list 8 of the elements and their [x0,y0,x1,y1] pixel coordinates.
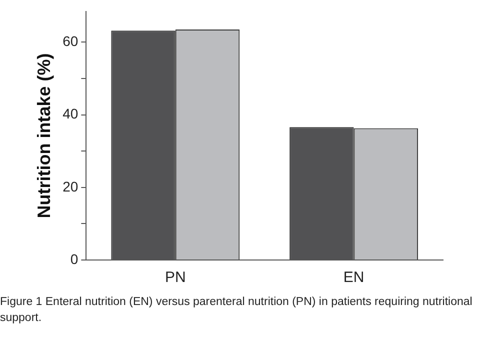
y-tick-label: 20 [62,178,78,194]
x-tick-label: EN [343,269,364,286]
y-tick-label: 0 [70,250,78,267]
y-tick-label: 40 [62,106,78,122]
caption: Figure 1 Enteral nutrition (EN) versus parenteral nutrition (PN) in patients requiring nutritional support. [0,295,474,326]
y-tick-label: 60 [62,33,78,50]
x-tick-label: PN [164,269,186,286]
y-axis-title: Nutrition intake (%) [34,53,54,218]
